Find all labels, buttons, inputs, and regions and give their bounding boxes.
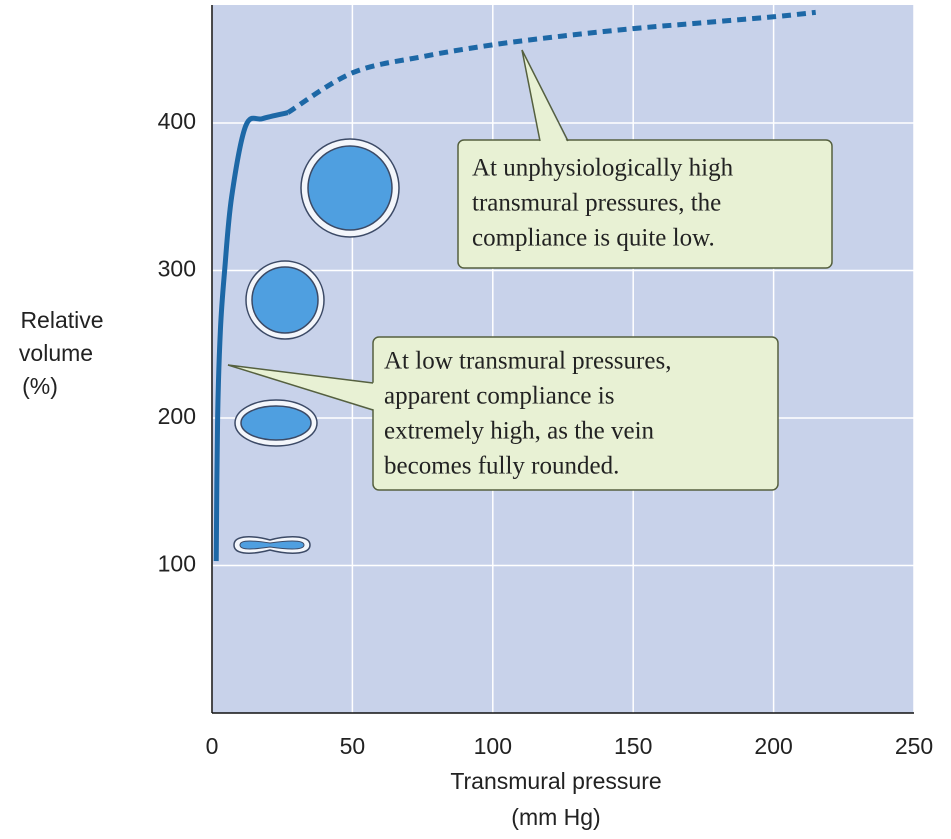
y-tick-label: 400 [158, 108, 196, 134]
annotation-text: transmural pressures, the [472, 190, 721, 217]
y-axis-label: Relative [20, 307, 103, 333]
x-tick-label: 100 [474, 733, 512, 759]
annotation: At unphysiologically high transmural pre… [457, 49, 833, 269]
vein-icon [307, 145, 393, 231]
y-tick-label: 100 [158, 551, 196, 577]
line [213, 110, 289, 562]
x-tick-label: 50 [340, 733, 366, 759]
x-axis-label: (mm Hg) [511, 804, 600, 830]
curves [213, 9, 816, 562]
vein-icon [251, 266, 319, 334]
y-axis-label: (%) [22, 373, 58, 399]
annotation-text: apparent compliance is [384, 383, 614, 410]
vein-icon [239, 540, 305, 550]
x-tick-label: 200 [754, 733, 792, 759]
x-tick-label: 150 [614, 733, 652, 759]
annotation-pointer [521, 49, 569, 142]
annotation-text: At low transmural pressures, [384, 348, 671, 375]
x-axis-label: Transmural pressure [450, 768, 661, 794]
y-tick-label: 200 [158, 403, 196, 429]
x-tick-label: 250 [895, 733, 933, 759]
annotation-text: extremely high, as the vein [384, 418, 655, 445]
annotation-text: At unphysiologically high [472, 155, 734, 182]
annotation-text: becomes fully rounded. [384, 453, 619, 480]
y-tick-label: 300 [158, 256, 196, 282]
annotation-box [457, 139, 833, 269]
vein-icon [240, 405, 312, 441]
annotation-pointer [227, 364, 374, 411]
vein-icons [233, 138, 400, 554]
line [286, 9, 816, 115]
x-tick-label: 0 [206, 733, 219, 759]
annotation-box [372, 336, 779, 491]
annotation: At low transmural pressures, apparent co… [227, 336, 779, 491]
annotation-text: compliance is quite low. [472, 225, 715, 252]
y-axis-label: volume [19, 340, 93, 366]
